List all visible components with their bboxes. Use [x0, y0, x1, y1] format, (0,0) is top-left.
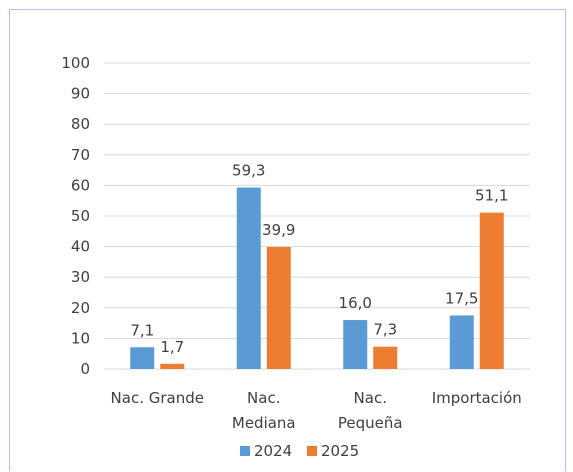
y-tick-label: 80 — [71, 115, 90, 133]
bar-2025 — [479, 212, 504, 369]
data-label: 7,3 — [373, 321, 397, 339]
category-label: Importación — [432, 389, 522, 407]
data-label: 59,3 — [232, 162, 265, 180]
y-tick-label: 0 — [80, 360, 90, 378]
y-tick-label: 90 — [71, 85, 90, 103]
bar-2024 — [130, 347, 155, 369]
y-tick-label: 20 — [71, 299, 90, 317]
y-tick-label: 100 — [61, 54, 90, 72]
data-label: 51,1 — [475, 187, 508, 205]
bar-2025 — [160, 363, 185, 369]
data-label: 16,0 — [339, 294, 372, 312]
y-axis-ticks: 0 10 20 30 40 50 60 70 80 90 100 — [61, 54, 90, 378]
legend-swatch-2024 — [240, 446, 250, 456]
legend: 2024 2025 — [240, 442, 359, 460]
gridlines — [104, 62, 530, 370]
bar-2025 — [266, 246, 291, 369]
category-label: Nac. — [354, 389, 387, 407]
bar-2024 — [343, 320, 368, 369]
data-label: 39,9 — [262, 221, 295, 239]
category-label: Mediana — [232, 414, 296, 432]
legend-swatch-2025 — [307, 446, 317, 456]
bar-2025 — [373, 346, 398, 369]
data-labels: 7,1 1,7 59,3 39,9 16,07,3 17,5 51,1 — [130, 162, 508, 356]
data-label: 17,5 — [445, 289, 478, 307]
bar-2024 — [449, 315, 474, 369]
y-tick-label: 50 — [71, 207, 90, 225]
legend-label: 2025 — [321, 442, 359, 460]
y-tick-label: 70 — [71, 146, 90, 164]
category-labels: Nac. Grande Nac. Mediana Nac. Pequeña Importa… — [111, 389, 522, 432]
legend-label: 2024 — [254, 442, 292, 460]
category-label: Nac. Grande — [111, 389, 204, 407]
y-tick-label: 30 — [71, 268, 90, 286]
category-label: Pequeña — [338, 414, 403, 432]
bars — [130, 187, 504, 369]
y-tick-label: 60 — [71, 176, 90, 194]
category-label: Nac. — [247, 389, 280, 407]
y-tick-label: 40 — [71, 238, 90, 256]
chart-frame — [9, 9, 566, 471]
y-tick-label: 10 — [71, 329, 90, 347]
bar-2024 — [236, 187, 261, 369]
data-label: 7,1 — [130, 321, 154, 339]
data-label: 1,7 — [160, 338, 184, 356]
